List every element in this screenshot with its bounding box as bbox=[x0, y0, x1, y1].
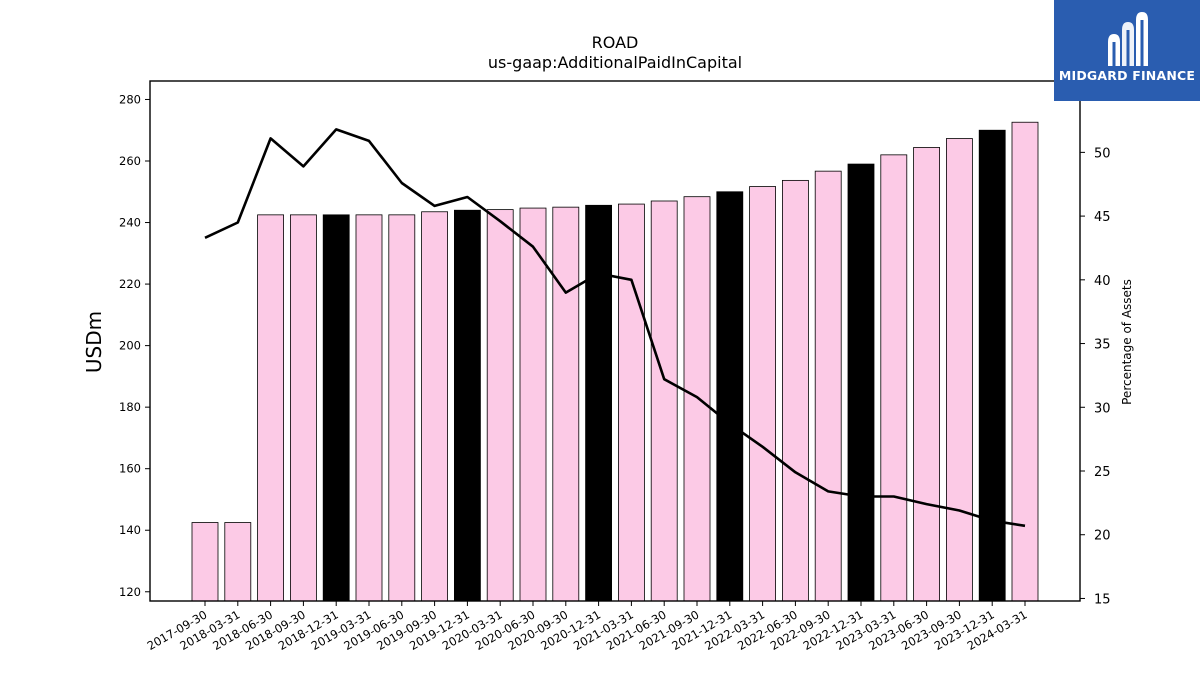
bar-2023-06-30 bbox=[913, 147, 940, 602]
y2-tick-label: 40 bbox=[1094, 274, 1111, 289]
bar-2019-03-31 bbox=[355, 214, 383, 602]
bar-2020-06-30 bbox=[519, 207, 547, 602]
bar-2019-09-30 bbox=[421, 211, 449, 602]
bar-2020-12-31 bbox=[585, 204, 612, 602]
y-tick-label: 260 bbox=[119, 154, 141, 168]
bar-2019-06-30 bbox=[388, 214, 416, 602]
chart-title: ROAD bbox=[592, 33, 639, 52]
y2-tick-label: 35 bbox=[1094, 338, 1111, 353]
y2-tick-label: 50 bbox=[1094, 146, 1111, 161]
chart-subtitle: us-gaap:AdditionalPaidInCapital bbox=[488, 53, 742, 72]
bar-2020-03-31 bbox=[486, 209, 514, 602]
bar-2023-03-31 bbox=[880, 154, 908, 602]
y-tick-label: 140 bbox=[119, 523, 141, 537]
bar-2017-09-30 bbox=[191, 522, 219, 602]
bar-2023-09-30 bbox=[946, 138, 973, 602]
logo-text: MIDGARD FINANCE bbox=[1058, 68, 1196, 83]
bar-2024-03-31 bbox=[1011, 121, 1039, 602]
y2-axis-label: Percentage of Assets bbox=[1120, 279, 1134, 405]
percentage-line bbox=[204, 128, 1026, 528]
bar-2022-09-30 bbox=[814, 170, 842, 602]
bar-2022-06-30 bbox=[782, 179, 809, 602]
line-series bbox=[204, 128, 1026, 528]
bar-2021-06-30 bbox=[650, 200, 678, 602]
bar-2021-03-31 bbox=[618, 203, 645, 602]
bar-2020-09-30 bbox=[552, 206, 580, 602]
bar-2018-09-30 bbox=[289, 214, 317, 602]
y2-tick-label: 20 bbox=[1094, 529, 1111, 544]
y-tick-label: 240 bbox=[119, 216, 141, 230]
y2-tick-label: 25 bbox=[1094, 465, 1111, 480]
brand-logo: MIDGARD FINANCE bbox=[1054, 0, 1200, 101]
bar-2018-12-31 bbox=[322, 214, 350, 602]
y2-tick-label: 30 bbox=[1094, 401, 1111, 416]
y-tick-label: 280 bbox=[119, 92, 141, 106]
y-axis-label: USDm bbox=[82, 311, 106, 373]
y-tick-label: 200 bbox=[119, 339, 141, 353]
bar-2021-12-31 bbox=[716, 191, 744, 602]
y2-tick-label: 15 bbox=[1094, 592, 1111, 607]
y2-tick-label: 45 bbox=[1094, 210, 1111, 225]
bar-2021-09-30 bbox=[683, 196, 711, 602]
bar-2022-12-31 bbox=[847, 163, 875, 602]
y-tick-label: 120 bbox=[119, 585, 141, 599]
bar-2018-06-30 bbox=[257, 214, 285, 602]
y-tick-label: 220 bbox=[119, 277, 141, 291]
y-tick-label: 180 bbox=[119, 400, 141, 414]
bar-2018-03-31 bbox=[224, 522, 252, 602]
bar-2019-12-31 bbox=[453, 209, 481, 602]
bar-2022-03-31 bbox=[749, 186, 776, 602]
midgard-logo-icon bbox=[1108, 12, 1148, 66]
bar-series bbox=[191, 121, 1039, 602]
y-tick-label: 160 bbox=[119, 462, 141, 476]
bar-2023-12-31 bbox=[978, 129, 1006, 602]
plot-frame bbox=[149, 80, 1081, 602]
